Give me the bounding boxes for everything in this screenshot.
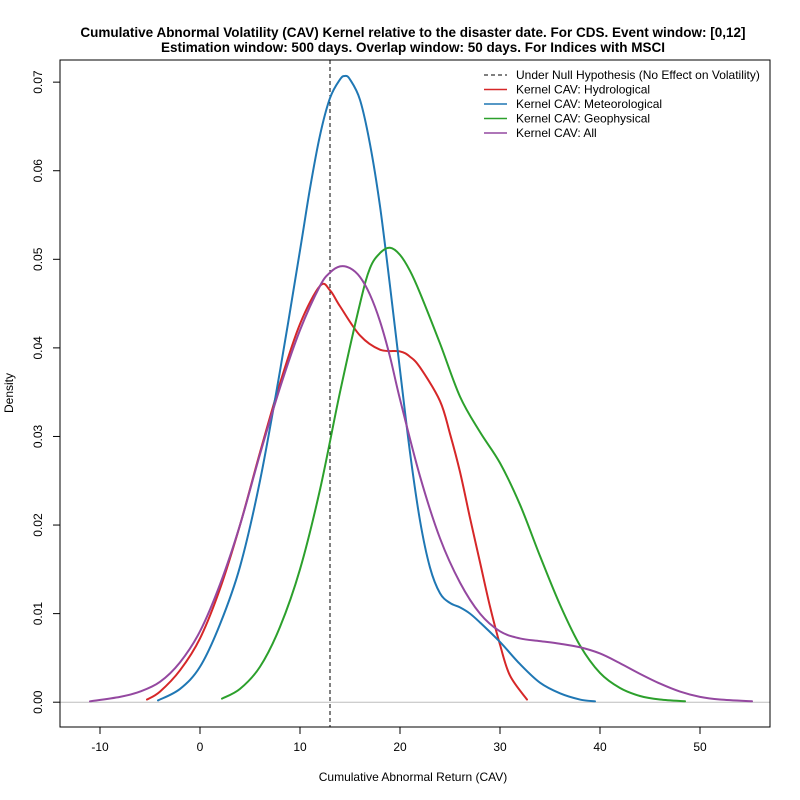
plot-frame <box>60 60 770 727</box>
x-tick-label: 20 <box>393 740 407 754</box>
chart-title-line-2: Estimation window: 500 days. Overlap win… <box>161 40 665 55</box>
legend-label-1: Kernel CAV: Hydrological <box>516 83 650 97</box>
legend-label-4: Kernel CAV: All <box>516 126 597 140</box>
series-line-all <box>90 266 752 701</box>
y-axis-label: Density <box>2 373 16 413</box>
plot-area <box>60 60 770 727</box>
y-tick-label: 0.01 <box>31 602 45 626</box>
y-tick-label: 0.06 <box>31 159 45 183</box>
x-tick-label: 50 <box>693 740 707 754</box>
y-tick-label: 0.05 <box>31 247 45 271</box>
y-tick-label: 0.02 <box>31 513 45 537</box>
y-tick-label: 0.00 <box>31 690 45 714</box>
legend-label-3: Kernel CAV: Geophysical <box>516 112 650 126</box>
axes: -10 0 10 20 30 40 50 0.00 0.01 0.02 0.03 0.04 0.05 0.… <box>31 60 770 754</box>
x-tick-label: 10 <box>293 740 307 754</box>
legend-label-0: Under Null Hypothesis (No Effect on Vola… <box>516 68 760 82</box>
x-tick-label: 40 <box>593 740 607 754</box>
series-line-hydrological <box>147 284 527 700</box>
series-line-meteorological <box>158 76 595 701</box>
x-tick-label: -10 <box>91 740 109 754</box>
x-tick-label: 0 <box>197 740 204 754</box>
legend: Under Null Hypothesis (No Effect on Vola… <box>484 68 760 140</box>
x-tick-label: 30 <box>493 740 507 754</box>
x-axis-label: Cumulative Abnormal Return (CAV) <box>319 770 508 784</box>
y-tick-label: 0.07 <box>31 70 45 94</box>
y-tick-label: 0.04 <box>31 336 45 360</box>
chart-title-line-1: Cumulative Abnormal Volatility (CAV) Ker… <box>80 25 745 40</box>
y-tick-label: 0.03 <box>31 424 45 448</box>
series-line-geophysical <box>222 248 685 702</box>
legend-label-2: Kernel CAV: Meteorological <box>516 97 662 111</box>
